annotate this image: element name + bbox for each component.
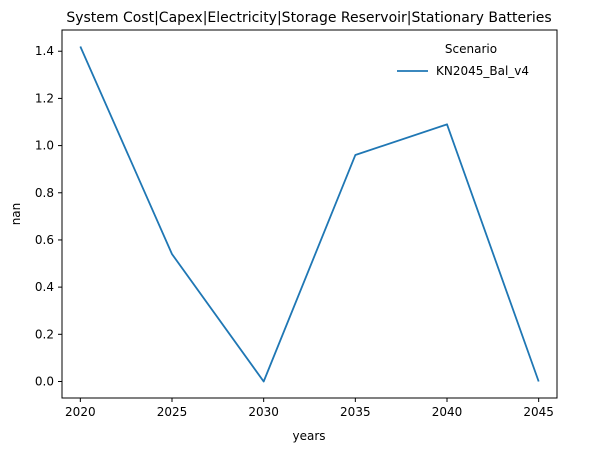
y-tick-label: 1.4 [35, 44, 54, 58]
x-tick-label: 2020 [65, 405, 96, 419]
chart-title: System Cost|Capex|Electricity|Storage Re… [66, 10, 551, 26]
legend-entry-label: KN2045_Bal_v4 [436, 64, 529, 78]
x-axis-label: years [292, 429, 325, 443]
y-tick-label: 1.0 [35, 139, 54, 153]
y-axis-label: nan [9, 203, 23, 226]
x-axis-ticks: 2020 2025 2030 2035 2040 2045 [65, 398, 554, 419]
series-lines [79, 46, 540, 383]
x-tick-label: 2025 [157, 405, 188, 419]
series-line-kn2045-bal-v4 [79, 46, 540, 383]
y-tick-label: 0.2 [35, 327, 54, 341]
y-tick-label: 0.4 [35, 280, 54, 294]
plot-area [61, 29, 558, 399]
x-tick-label: 2040 [432, 405, 463, 419]
y-tick-label: 1.2 [35, 91, 54, 105]
y-tick-label: 0.8 [35, 186, 54, 200]
y-axis-ticks: 0.0 0.2 0.4 0.6 0.8 1.0 1.2 1.4 [35, 44, 62, 388]
x-tick-label: 2030 [248, 405, 279, 419]
y-tick-label: 0.6 [35, 233, 54, 247]
x-tick-label: 2045 [523, 405, 554, 419]
x-tick-label: 2035 [340, 405, 371, 419]
y-tick-label: 0.0 [35, 374, 54, 388]
legend-title: Scenario [445, 42, 497, 56]
legend: Scenario KN2045_Bal_v4 [397, 42, 529, 78]
